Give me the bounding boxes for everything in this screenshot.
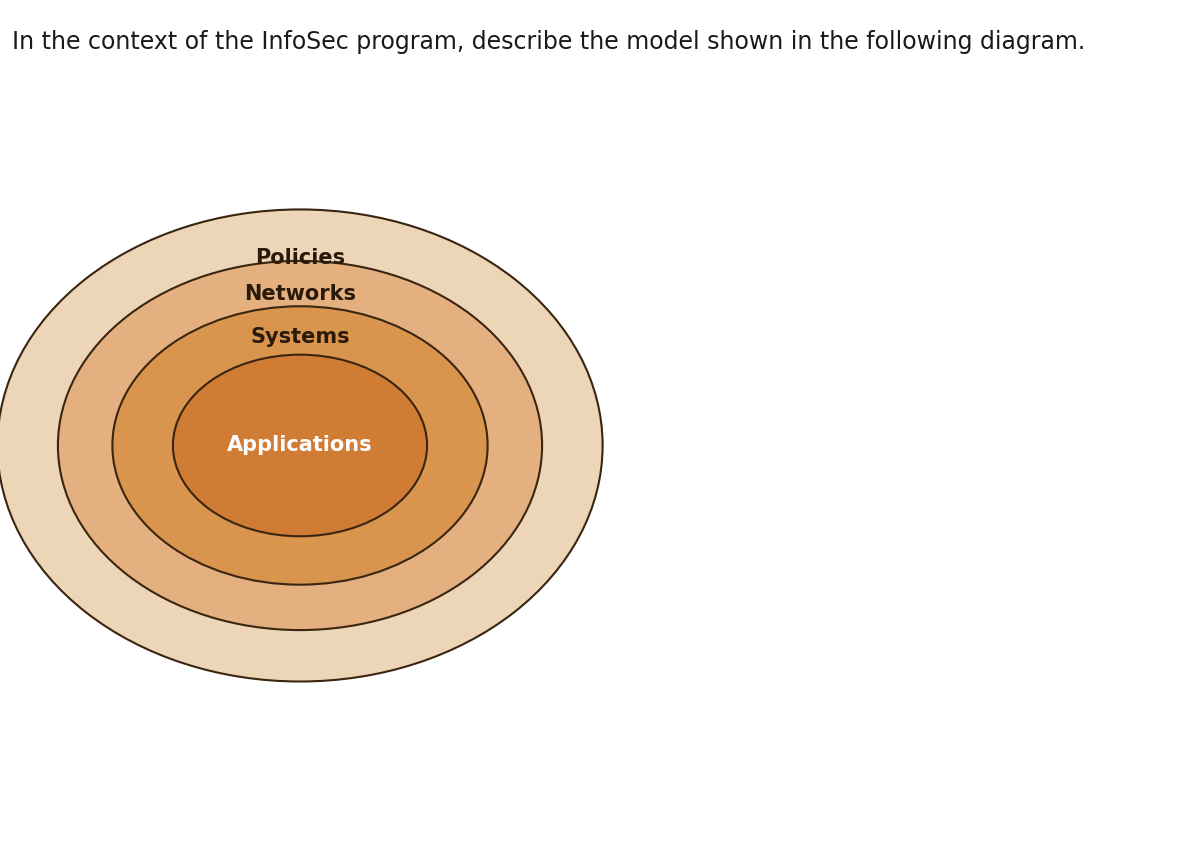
- Ellipse shape: [113, 306, 487, 585]
- Text: Policies: Policies: [254, 248, 346, 268]
- Ellipse shape: [173, 355, 427, 536]
- Text: Systems: Systems: [250, 326, 350, 347]
- Ellipse shape: [58, 261, 542, 630]
- Ellipse shape: [0, 209, 602, 682]
- Text: Networks: Networks: [244, 285, 356, 304]
- Text: In the context of the InfoSec program, describe the model shown in the following: In the context of the InfoSec program, d…: [12, 30, 1085, 54]
- Text: Applications: Applications: [227, 435, 373, 456]
